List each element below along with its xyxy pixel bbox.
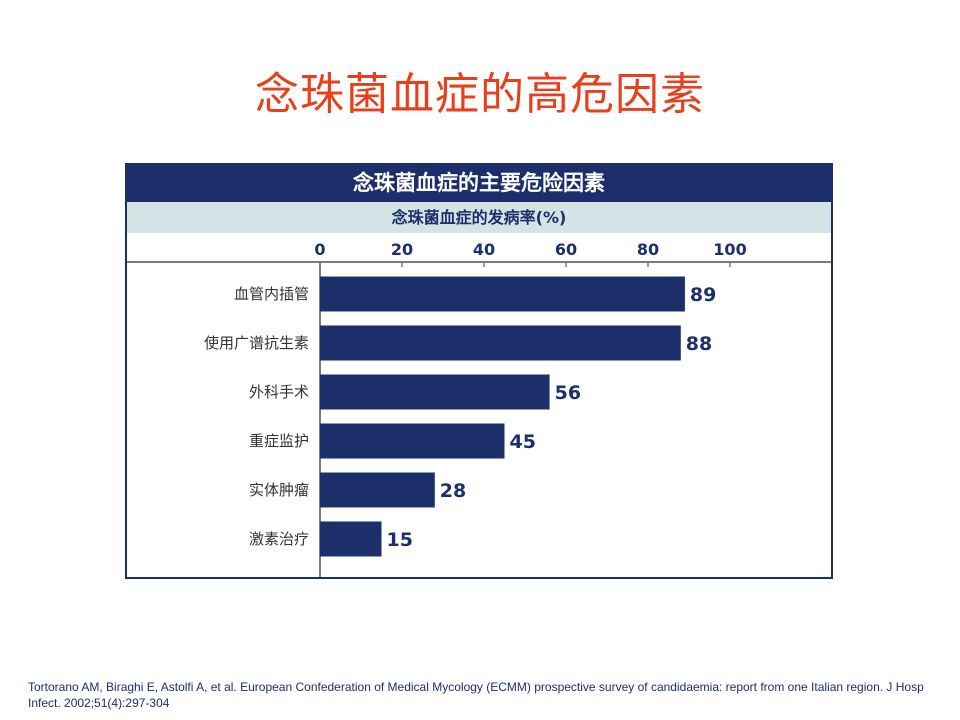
bar [320,325,681,361]
bar [320,374,550,410]
bar [320,521,382,557]
data-label: 28 [440,480,466,502]
data-label: 15 [387,529,413,551]
bar [320,423,505,459]
category-label: 重症监护 [249,432,309,450]
bar [320,276,685,312]
citation: Tortorano AM, Biraghi E, Astolfi A, et a… [28,680,924,710]
x-tick-label: 60 [555,240,577,259]
category-label: 外科手术 [249,383,309,401]
x-tick-label: 20 [391,240,413,259]
data-label: 56 [555,382,581,404]
x-tick-label: 80 [637,240,659,259]
bar-chart-plot: 0 20 40 60 80 100 血管内插管 89 使用广谱抗生素 88 外科手术 56 重症监护 45… [127,240,831,577]
chart-title: 念珠菌血症的主要危险因素 [127,165,831,202]
category-label: 使用广谱抗生素 [204,334,309,352]
chart-frame: 念珠菌血症的主要危险因素 念珠菌血症的发病率(%) 0 20 40 60 80 100 血管… [125,163,833,579]
data-label: 45 [510,431,536,453]
data-label: 89 [690,284,716,306]
x-axis-label: 念珠菌血症的发病率(%) [127,202,831,233]
slide-title: 念珠菌血症的高危因素 [255,69,705,120]
category-label: 实体肿瘤 [249,481,309,499]
x-tick-label: 40 [473,240,495,259]
x-tick-label: 0 [314,240,325,259]
category-label: 血管内插管 [234,285,309,303]
category-label: 激素治疗 [249,530,309,548]
bar [320,472,435,508]
x-tick-label: 100 [713,240,746,259]
data-label: 88 [686,333,712,355]
